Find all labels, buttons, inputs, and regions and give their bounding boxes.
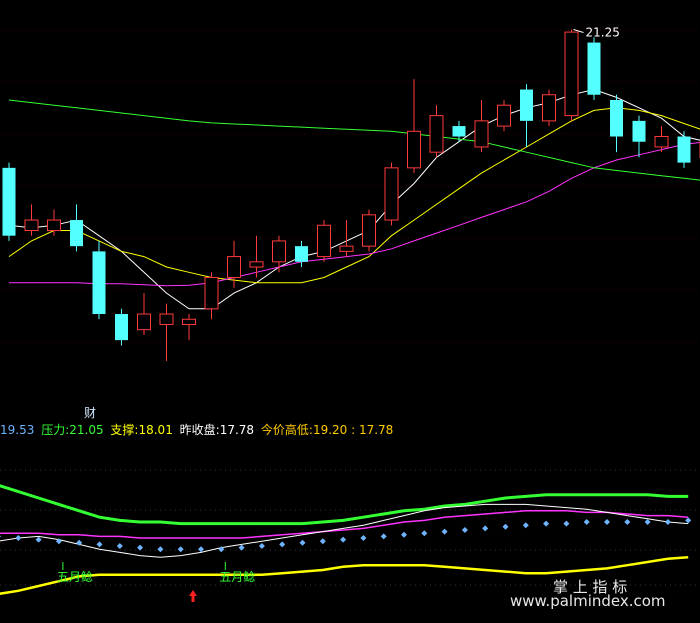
indicator-line-3: [0, 503, 689, 558]
indicator-line-1: [0, 555, 689, 595]
diamond-marker: [198, 546, 204, 553]
diamond-marker: [238, 544, 245, 551]
ma-line-0: [8, 88, 700, 310]
candle-body: [452, 126, 466, 137]
candle-body: [137, 313, 151, 331]
diamond-marker: [137, 544, 144, 551]
diamond-marker: [380, 533, 387, 540]
today-hl-value: 19.20 : 17.78: [312, 423, 394, 437]
diamond-marker: [522, 522, 529, 529]
buy-arrow: [189, 590, 197, 602]
candle-body: [227, 256, 241, 278]
candle-body: [520, 89, 533, 121]
candle-body: [70, 220, 83, 247]
diamond-marker: [583, 519, 590, 525]
watermark-line1: 掌 上 指 标: [553, 578, 628, 596]
signal-label: 五月鲶: [219, 570, 255, 584]
candle-body: [564, 31, 579, 117]
diamond-marker: [76, 539, 83, 546]
diamond-marker: [482, 525, 489, 532]
candle-body: [339, 245, 354, 252]
candle-body: [677, 136, 691, 163]
watermark-line2: www.palmindex.com: [510, 592, 666, 610]
diamond-marker: [340, 536, 347, 543]
candle-body: [47, 219, 61, 231]
candle-body: [182, 318, 196, 325]
candle-body: [632, 120, 646, 142]
diamond-marker: [421, 530, 428, 537]
candle-body: [2, 167, 16, 236]
high-annotation: 21.25: [586, 25, 620, 39]
candle-body: [295, 246, 308, 262]
diamond-marker: [360, 535, 367, 541]
indicator-chart: 五月鲶 五月鲶: [0, 469, 700, 602]
diamond-marker: [55, 538, 62, 545]
candle-body: [407, 130, 421, 169]
diamond-marker: [116, 543, 123, 549]
support-label: 支撑:: [110, 423, 139, 437]
candle-body: [317, 224, 331, 258]
diamond-marker: [461, 527, 468, 533]
diamond-marker: [258, 543, 265, 549]
today-hl-label: 今价高低:: [260, 423, 313, 437]
diamond-marker: [96, 541, 103, 548]
diamond-marker: [624, 519, 631, 525]
diamond-marker: [563, 520, 570, 527]
diamond-marker: [0, 535, 1, 538]
diamond-marker: [441, 528, 448, 535]
diamond-marker: [644, 519, 651, 525]
candle-body: [272, 240, 286, 263]
candlestick-chart: 21.25 财: [0, 25, 700, 420]
candle-body: [384, 167, 399, 221]
candle-body: [249, 261, 264, 268]
prev-close-value: 17.78: [219, 423, 255, 437]
diamond-marker: [218, 546, 225, 553]
first-value: 19.53: [0, 423, 35, 437]
ma-line-3: [8, 99, 700, 181]
diamond-marker: [15, 535, 22, 541]
candle-body: [429, 115, 444, 153]
support-value: 18.01: [138, 423, 173, 437]
diamond-marker: [604, 519, 610, 525]
candle-body: [474, 120, 489, 148]
diamond-marker: [543, 520, 550, 527]
diamond-marker: [319, 538, 326, 545]
indicator-line-0: [0, 484, 689, 526]
signal-label: 五月鲶: [57, 570, 93, 584]
candle-body: [362, 214, 376, 247]
high-pointer: [573, 29, 584, 33]
prev-close-label: 昨收盘:: [179, 423, 220, 437]
candle-body: [204, 276, 219, 310]
candle-body: [610, 99, 623, 137]
candle-body: [115, 314, 128, 341]
diamond-marker: [157, 546, 164, 553]
ma-line-1: [8, 107, 700, 284]
candle-body: [159, 313, 174, 325]
candle-body: [497, 104, 511, 127]
diamond-marker: [177, 546, 184, 553]
pressure-value: 21.05: [69, 423, 104, 437]
event-marker: 财: [84, 406, 96, 420]
candle-body: [587, 42, 601, 95]
diamond-marker: [299, 539, 306, 546]
diamond-marker: [502, 523, 509, 530]
diamond-marker: [279, 541, 286, 548]
candle-body: [24, 219, 39, 231]
pressure-label: 压力:: [41, 423, 70, 437]
diamond-marker: [685, 517, 692, 524]
candle-body: [654, 136, 669, 148]
candle-body: [542, 94, 556, 122]
indicator-info-bar: 19.53 压力:21.05 支撑:18.01 昨收盘:17.78 今价高低:1…: [0, 421, 396, 437]
candle-body: [92, 251, 106, 315]
ma-line-2: [9, 141, 700, 287]
diamond-marker: [401, 531, 407, 538]
diamond-marker: [35, 536, 42, 543]
diamond-marker: [664, 519, 671, 525]
indicator-line-2: [0, 510, 689, 539]
